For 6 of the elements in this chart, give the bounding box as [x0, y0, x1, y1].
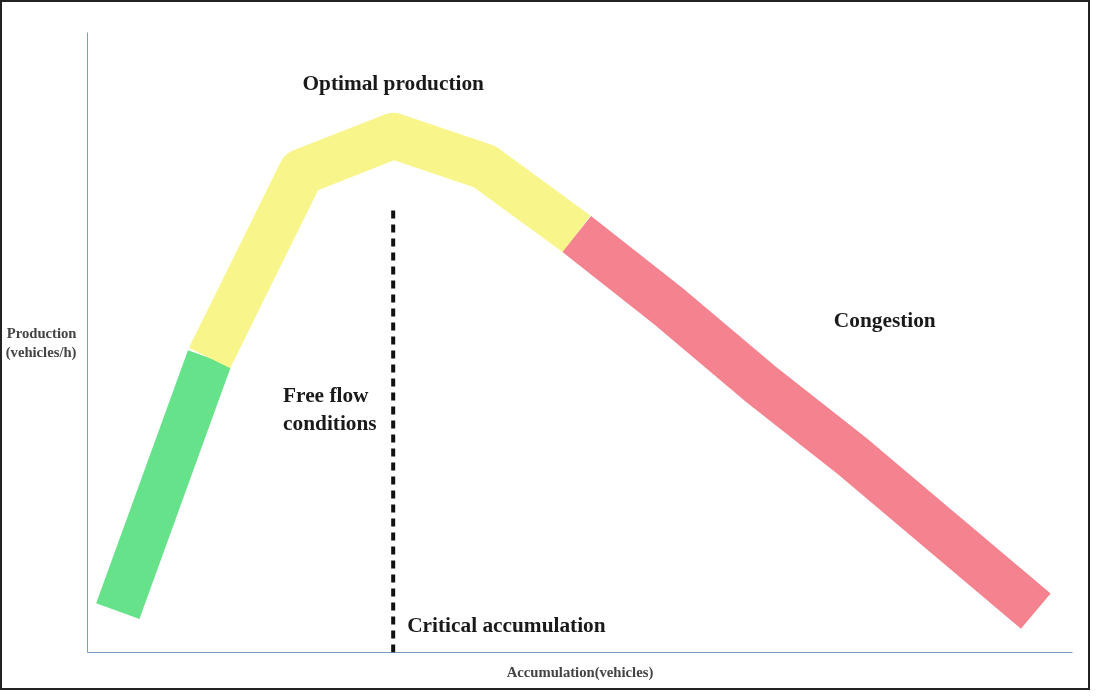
annotation: Congestion	[833, 308, 936, 333]
annotation: Critical accumulation	[407, 613, 606, 637]
y-axis-title: Production (vehicles/h)	[5, 324, 77, 362]
text: Optimal production	[302, 70, 485, 95]
x-axis-title: Accumulation(vehicles)	[506, 663, 654, 681]
annotation: Free flow conditions	[283, 382, 377, 436]
